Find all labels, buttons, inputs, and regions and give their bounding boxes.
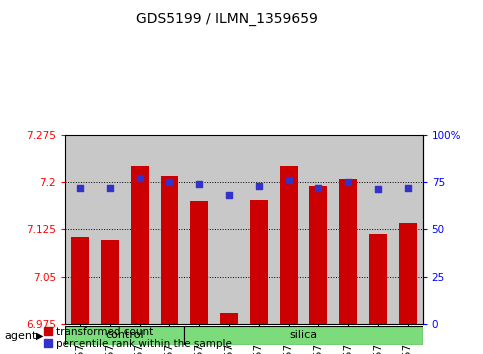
Point bbox=[314, 185, 322, 190]
Point bbox=[166, 179, 173, 185]
Point bbox=[136, 175, 143, 181]
Point bbox=[225, 192, 233, 198]
Bar bbox=[244, 135, 274, 324]
Bar bbox=[131, 166, 149, 324]
Bar bbox=[274, 135, 303, 324]
Text: agent: agent bbox=[5, 331, 37, 341]
Bar bbox=[101, 240, 119, 324]
Bar bbox=[71, 237, 89, 324]
Point bbox=[404, 185, 412, 190]
Text: GDS5199 / ILMN_1359659: GDS5199 / ILMN_1359659 bbox=[136, 12, 318, 27]
Text: control: control bbox=[105, 330, 144, 341]
Bar bbox=[363, 135, 393, 324]
Text: ▶: ▶ bbox=[36, 331, 43, 341]
Bar bbox=[339, 179, 357, 324]
Legend: transformed count, percentile rank within the sample: transformed count, percentile rank withi… bbox=[44, 327, 232, 349]
Bar bbox=[250, 200, 268, 324]
Text: silica: silica bbox=[289, 330, 317, 341]
Bar bbox=[214, 135, 244, 324]
Point bbox=[344, 179, 352, 185]
Bar bbox=[220, 313, 238, 324]
Point bbox=[374, 187, 382, 192]
Bar bbox=[333, 135, 363, 324]
Bar bbox=[65, 135, 95, 324]
Bar bbox=[190, 201, 208, 324]
Bar bbox=[185, 326, 423, 345]
Bar bbox=[399, 223, 417, 324]
Bar bbox=[155, 135, 185, 324]
Bar bbox=[185, 135, 214, 324]
Point bbox=[255, 183, 263, 188]
Point bbox=[285, 177, 293, 183]
Bar bbox=[95, 135, 125, 324]
Bar bbox=[310, 186, 327, 324]
Bar bbox=[160, 176, 178, 324]
Bar bbox=[125, 135, 155, 324]
Point bbox=[195, 181, 203, 187]
Bar bbox=[65, 326, 185, 345]
Bar bbox=[393, 135, 423, 324]
Bar bbox=[369, 234, 387, 324]
Point bbox=[76, 185, 84, 190]
Bar bbox=[303, 135, 333, 324]
Bar bbox=[280, 166, 298, 324]
Point bbox=[106, 185, 114, 190]
